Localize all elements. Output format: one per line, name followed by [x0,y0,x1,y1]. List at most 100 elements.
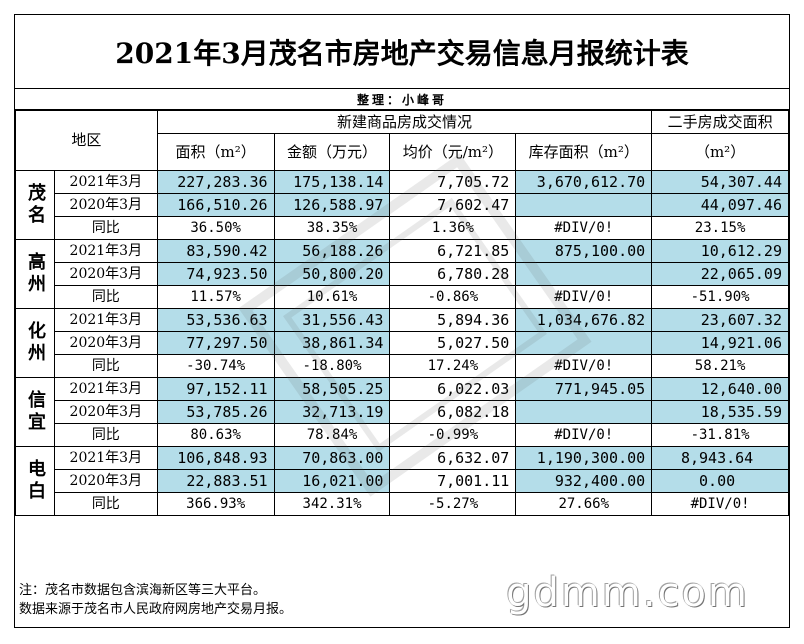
note-line: 注：茂名市数据包含滨海新区等三大平台。 [19,583,267,598]
amount-yoy-cell: 10.61% [273,285,391,309]
second-hand-cell: 54,307.44 [651,170,789,194]
inventory-yoy-cell: #DIV/0! [515,354,653,378]
period-cell: 2021年3月 [53,308,158,332]
avg-price-cell: 7,602.47 [389,193,517,217]
avg-price-cell: 5,027.50 [389,331,517,355]
second-hand-cell: 0.00 [651,469,789,493]
table-row: 同比 -30.74% -18.80% 17.24% #DIV/0! 58.21% [16,354,789,378]
table-row: 同比 80.63% 78.84% -0.99% #DIV/0! -31.81% [16,423,789,447]
header-amount: 金额（万元） [273,133,391,171]
area-yoy-cell: 80.63% [156,423,275,447]
header-avg-price: 均价（元/m²） [389,133,517,171]
period-cell: 2021年3月 [53,446,158,470]
header-inventory: 库存面积（m²） [515,133,653,171]
editor-credit: 整理：小峰哥 [15,89,789,110]
table-row: 茂名 2021年3月 227,283.36 175,138.14 7,705.7… [15,170,789,240]
inventory-cell: 1,034,676.82 [515,308,653,332]
region-dianbai: 电白 [15,446,55,516]
amount-cell: 126,588.97 [273,193,391,217]
period-cell: 同比 [53,492,158,516]
second-hand-yoy-cell: -31.81% [651,423,789,447]
inventory-cell [515,262,653,286]
report-title: 2021年3月茂名市房地产交易信息月报统计表 [15,15,789,89]
period-cell: 2020年3月 [53,193,158,217]
area-yoy-cell: 366.93% [156,492,275,516]
area-cell: 53,536.63 [156,308,275,332]
avg-price-cell: 7,001.11 [389,469,517,493]
period-cell: 2020年3月 [53,331,158,355]
area-yoy-cell: -30.74% [156,354,275,378]
header-region: 地区 [15,110,158,171]
table-row: 2020年3月 166,510.26 126,588.97 7,602.47 4… [16,193,789,217]
period-cell: 2021年3月 [53,239,158,263]
region-gaozhou: 高州 [15,239,55,309]
amount-cell: 31,556.43 [273,308,391,332]
avg-price-yoy-cell: 17.24% [389,354,517,378]
table-row: 化州 2021年3月 53,536.63 31,556.43 5,894.36 … [15,308,789,378]
inventory-cell [515,400,653,424]
area-cell: 74,923.50 [156,262,275,286]
amount-yoy-cell: 78.84% [273,423,391,447]
second-hand-cell: 12,640.00 [651,377,789,401]
avg-price-cell: 6,780.28 [389,262,517,286]
table-row: 2020年3月 53,785.26 32,713.19 6,082.18 18,… [16,400,789,424]
period-cell: 同比 [53,285,158,309]
inventory-cell: 3,670,612.70 [515,170,653,194]
amount-cell: 56,188.26 [273,239,391,263]
region-xinyi: 信宜 [15,377,55,447]
header-second-hand: 二手房成交面积 [651,110,789,134]
header-area: 面积（m²） [156,133,275,171]
site-watermark: gdmm.com [506,570,749,616]
second-hand-cell: 22,065.09 [651,262,789,286]
area-cell: 77,297.50 [156,331,275,355]
amount-cell: 58,505.25 [273,377,391,401]
avg-price-yoy-cell: -0.86% [389,285,517,309]
period-cell: 同比 [53,423,158,447]
area-cell: 166,510.26 [156,193,275,217]
inventory-yoy-cell: 27.66% [515,492,653,516]
avg-price-yoy-cell: -5.27% [389,492,517,516]
avg-price-cell: 6,721.85 [389,239,517,263]
table-row: 同比 36.50% 38.35% 1.36% #DIV/0! 23.15% [16,216,789,240]
second-hand-cell: 10,612.29 [651,239,789,263]
statistics-table: 地区 新建商品房成交情况 二手房成交面积 面积（m²） 金额（万元） 均价（元/… [15,110,789,516]
area-cell: 227,283.36 [156,170,275,194]
header-new-housing: 新建商品房成交情况 [156,110,653,134]
table-row: 信宜 2021年3月 97,152.11 58,505.25 6,022.03 … [15,377,789,447]
second-hand-yoy-cell: 58.21% [651,354,789,378]
amount-cell: 70,863.00 [273,446,391,470]
inventory-cell: 932,400.00 [515,469,653,493]
period-cell: 同比 [53,354,158,378]
notes-block: 注：茂名市数据包含滨海新区等三大平台。 数据来源于茂名市人民政府网房地产交易月报… [19,581,292,619]
period-cell: 2020年3月 [53,469,158,493]
second-hand-yoy-cell: #DIV/0! [651,492,789,516]
area-cell: 106,848.93 [156,446,275,470]
table-row: 2020年3月 74,923.50 50,800.20 6,780.28 22,… [16,262,789,286]
inventory-yoy-cell: #DIV/0! [515,216,653,240]
inventory-cell [515,193,653,217]
amount-cell: 16,021.00 [273,469,391,493]
second-hand-cell: 8,943.64 [651,446,789,470]
area-cell: 53,785.26 [156,400,275,424]
area-cell: 97,152.11 [156,377,275,401]
inventory-cell [515,331,653,355]
avg-price-yoy-cell: -0.99% [389,423,517,447]
period-cell: 2020年3月 [53,400,158,424]
avg-price-cell: 5,894.36 [389,308,517,332]
second-hand-cell: 44,097.46 [651,193,789,217]
avg-price-yoy-cell: 1.36% [389,216,517,240]
inventory-yoy-cell: #DIV/0! [515,423,653,447]
note-line: 数据来源于茂名市人民政府网房地产交易月报。 [19,602,293,617]
area-cell: 22,883.51 [156,469,275,493]
period-cell: 同比 [53,216,158,240]
avg-price-cell: 6,082.18 [389,400,517,424]
period-cell: 2021年3月 [53,170,158,194]
period-cell: 2020年3月 [53,262,158,286]
amount-cell: 175,138.14 [273,170,391,194]
table-row: 同比 11.57% 10.61% -0.86% #DIV/0! -51.90% [16,285,789,309]
amount-yoy-cell: 342.31% [273,492,391,516]
table-row: 同比 366.93% 342.31% -5.27% 27.66% #DIV/0! [16,492,789,516]
header-second-unit: （m²） [651,133,789,171]
period-cell: 2021年3月 [53,377,158,401]
amount-cell: 50,800.20 [273,262,391,286]
